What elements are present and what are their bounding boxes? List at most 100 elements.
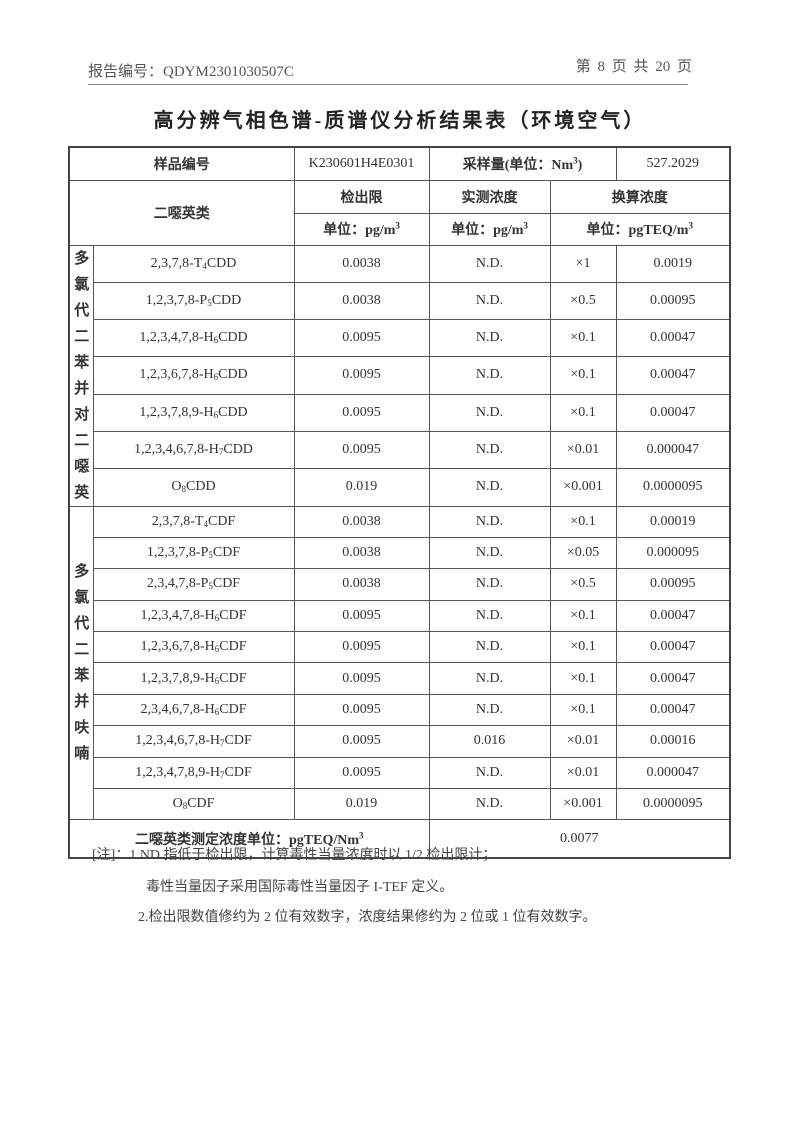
- teq-value: 0.00047: [615, 319, 731, 358]
- tef-factor: ×0.1: [549, 505, 617, 538]
- teq-value: 0.00016: [615, 725, 731, 758]
- unit-converted: 单位：pgTEQ/m3: [549, 212, 731, 246]
- tef-factor: ×0.01: [549, 756, 617, 790]
- lod-value: 0.0095: [293, 756, 430, 790]
- teq-value: 0.00019: [615, 505, 731, 538]
- tef-factor: ×0.05: [549, 536, 617, 570]
- congener-name: 1,2,3,6,7,8-H6CDD: [92, 356, 295, 395]
- report-number: 报告编号：QDYM2301030507C: [88, 64, 294, 80]
- measured-value: N.D.: [428, 468, 551, 507]
- tef-factor: ×0.1: [549, 393, 617, 432]
- tef-factor: ×0.1: [549, 356, 617, 395]
- lod-value: 0.0095: [293, 631, 430, 664]
- total-value: 0.0077: [428, 819, 731, 859]
- congener-name: 1,2,3,4,7,8-H6CDF: [92, 599, 295, 633]
- teq-value: 0.00047: [615, 393, 731, 432]
- teq-value: 0.00095: [615, 281, 731, 321]
- table-row: 1,2,3,7,8-P5CDD 0.0038 N.D. ×0.5 0.00095: [69, 281, 731, 321]
- col-measured: 实测浓度: [428, 179, 551, 214]
- page-title: 高分辨气相色谱-质谱仪分析结果表（环境空气）: [153, 110, 647, 132]
- table-row: 1,2,3,4,7,8,9-H7CDF 0.0095 N.D. ×0.01 0.0000…: [69, 756, 731, 790]
- col-converted: 换算浓度: [549, 179, 731, 214]
- volume-value: 527.2029: [615, 146, 731, 181]
- teq-value: 0.00047: [615, 356, 731, 395]
- tef-factor: ×1: [549, 244, 617, 283]
- total-label: 二噁英类测定浓度单位：pgTEQ/Nm3: [68, 819, 430, 859]
- teq-value: 0.000095: [615, 536, 731, 570]
- teq-value: 0.0000095: [615, 788, 731, 821]
- lod-value: 0.0095: [293, 662, 430, 695]
- congener-name: 1,2,3,7,8-P5CDD: [92, 281, 295, 321]
- teq-value: 0.000047: [615, 430, 731, 470]
- teq-value: 0.00047: [615, 662, 731, 695]
- tef-factor: ×0.01: [549, 430, 617, 470]
- congener-name: 2,3,7,8-T4CDD: [92, 244, 295, 283]
- tef-factor: ×0.5: [549, 281, 617, 321]
- volume-label: 采样量(单位：Nm3): [428, 146, 617, 181]
- sample-no-label: 样品编号: [68, 146, 295, 181]
- unit-lod: 单位：pg/m3: [293, 212, 430, 246]
- table-row: 1,2,3,6,7,8-H6CDD 0.0095 N.D. ×0.1 0.00047: [69, 356, 731, 395]
- measured-value: N.D.: [428, 693, 551, 727]
- measured-value: N.D.: [428, 662, 551, 695]
- measured-value: N.D.: [428, 430, 551, 470]
- unit-measured: 单位：pg/m3: [428, 212, 551, 246]
- note-1: [注]：1.ND 指低于检出限，计算毒性当量浓度时以 1/2 检出限计；: [92, 848, 497, 863]
- col-lod: 检出限: [293, 179, 430, 214]
- page-number: 第 8 页 共 20 页: [575, 59, 692, 75]
- group-label: 多氯代二苯并呋喃: [68, 505, 94, 821]
- teq-value: 0.0000095: [615, 468, 731, 507]
- congener-name: 1,2,3,6,7,8-H6CDF: [92, 631, 295, 664]
- congener-name: 2,3,4,7,8-P5CDF: [92, 568, 295, 601]
- table-row: 1,2,3,4,6,7,8-H7CDF 0.0095 0.016 ×0.01 0.000…: [69, 725, 731, 758]
- teq-value: 0.00095: [615, 568, 731, 601]
- lod-value: 0.019: [293, 788, 430, 821]
- table-row: O8CDF 0.019 N.D. ×0.001 0.0000095: [69, 788, 731, 821]
- teq-value: 0.0019: [615, 244, 731, 283]
- lod-value: 0.0095: [293, 393, 430, 432]
- tef-factor: ×0.001: [549, 788, 617, 821]
- lod-value: 0.0038: [293, 536, 430, 570]
- lod-value: 0.0095: [293, 356, 430, 395]
- congener-name: 1,2,3,7,8,9-H6CDF: [92, 662, 295, 695]
- lod-value: 0.0038: [293, 281, 430, 321]
- header-divider: [88, 84, 688, 85]
- table-row: 1,2,3,4,6,7,8-H7CDD 0.0095 N.D. ×0.01 0.0000…: [69, 430, 731, 470]
- teq-value: 0.00047: [615, 631, 731, 664]
- lod-value: 0.0095: [293, 599, 430, 633]
- lod-value: 0.0038: [293, 244, 430, 283]
- tef-factor: ×0.1: [549, 662, 617, 695]
- measured-value: N.D.: [428, 568, 551, 601]
- table-row: 1,2,3,6,7,8-H6CDF 0.0095 N.D. ×0.1 0.00047: [69, 631, 731, 664]
- measured-value: N.D.: [428, 319, 551, 358]
- teq-value: 0.000047: [615, 756, 731, 790]
- congener-name: 1,2,3,7,8-P5CDF: [92, 536, 295, 570]
- measured-value: N.D.: [428, 393, 551, 432]
- table-row: 多氯代二苯并呋喃 2,3,7,8-T4CDF 0.0038 N.D. ×0.1 0.000…: [68, 505, 731, 821]
- dioxin-label: 二噁英类: [68, 179, 295, 246]
- tef-factor: ×0.01: [549, 725, 617, 758]
- table-row: 多氯代二苯并对二噁英 2,3,7,8-T4CDD 0.0038 N.D. ×1 0.001…: [68, 244, 731, 507]
- congener-name: 2,3,7,8-T4CDF: [92, 505, 295, 538]
- note-3: 2.检出限数值修约为 2 位有效数字，浓度结果修约为 2 位或 1 位有效数字。: [138, 910, 597, 925]
- tef-factor: ×0.001: [549, 468, 617, 507]
- measured-value: N.D.: [428, 244, 551, 283]
- measured-value: N.D.: [428, 356, 551, 395]
- tef-factor: ×0.5: [549, 568, 617, 601]
- lod-value: 0.0095: [293, 319, 430, 358]
- measured-value: 0.016: [428, 725, 551, 758]
- table-row: 2,3,4,7,8-P5CDF 0.0038 N.D. ×0.5 0.00095: [69, 568, 731, 601]
- table-row: O8CDD 0.019 N.D. ×0.001 0.0000095: [69, 468, 731, 507]
- measured-value: N.D.: [428, 631, 551, 664]
- lod-value: 0.0095: [293, 693, 430, 727]
- table-row: 1,2,3,4,7,8-H6CDD 0.0095 N.D. ×0.1 0.00047: [69, 319, 731, 358]
- table-row: 1,2,3,7,8,9-H6CDF 0.0095 N.D. ×0.1 0.00047: [69, 662, 731, 695]
- lod-value: 0.019: [293, 468, 430, 507]
- results-table: 样品编号 K230601H4E0301 采样量(单位：Nm3) 527.2029…: [68, 146, 732, 859]
- lod-value: 0.0095: [293, 725, 430, 758]
- table-row: 2,3,4,6,7,8-H6CDF 0.0095 N.D. ×0.1 0.00047: [69, 693, 731, 727]
- congener-name: O8CDD: [92, 468, 295, 507]
- table-row: 1,2,3,7,8,9-H6CDD 0.0095 N.D. ×0.1 0.00047: [69, 393, 731, 432]
- table-row: 1,2,3,4,7,8-H6CDF 0.0095 N.D. ×0.1 0.00047: [69, 599, 731, 633]
- tef-factor: ×0.1: [549, 599, 617, 633]
